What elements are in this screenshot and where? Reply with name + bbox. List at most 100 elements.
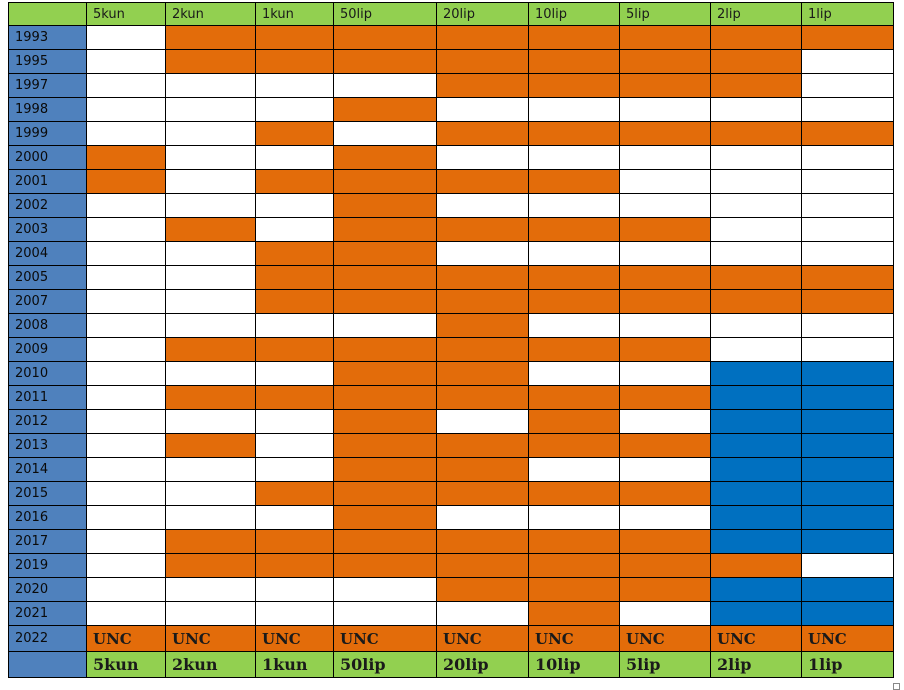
column-footer-5lip: 5lip [619, 651, 711, 678]
coin-cell-5kun-white [86, 505, 166, 530]
coin-cell-5kun-white [86, 193, 166, 218]
coin-cell-10lip-white [528, 505, 620, 530]
coin-cell-50lip-orange [333, 49, 437, 74]
coin-cell-1lip-white [801, 553, 894, 578]
coin-cell-1kun-white [255, 145, 334, 170]
coin-cell-5kun-white [86, 337, 166, 362]
coin-cell-20lip-orange [436, 73, 529, 98]
table-row: 2009 [8, 337, 894, 362]
coin-cell-50lip-orange [333, 505, 437, 530]
unc-cell: UNC [528, 625, 620, 652]
header-corner-cell [8, 2, 87, 26]
resize-handle[interactable] [893, 683, 900, 690]
year-cell: 2008 [8, 313, 87, 338]
coin-cell-5kun-white [86, 97, 166, 122]
coin-cell-50lip-orange [333, 481, 437, 506]
coin-cell-1kun-white [255, 457, 334, 482]
coin-cell-10lip-white [528, 241, 620, 266]
coin-cell-5kun-orange [86, 169, 166, 194]
coin-cell-2kun-white [165, 265, 256, 290]
coin-cell-1kun-white [255, 361, 334, 386]
coin-cell-5kun-white [86, 601, 166, 626]
coin-cell-2lip-white [710, 145, 802, 170]
year-cell: 2004 [8, 241, 87, 266]
coin-cell-1lip-blue [801, 433, 894, 458]
coin-cell-5lip-white [619, 241, 711, 266]
coin-cell-5lip-orange [619, 73, 711, 98]
coin-cell-5kun-white [86, 121, 166, 146]
coin-cell-5kun-white [86, 241, 166, 266]
coin-cell-2lip-white [710, 193, 802, 218]
coin-cell-2kun-white [165, 481, 256, 506]
coin-cell-1lip-white [801, 97, 894, 122]
coin-cell-5kun-white [86, 265, 166, 290]
coin-cell-2lip-blue [710, 433, 802, 458]
coin-cell-50lip-white [333, 313, 437, 338]
coin-cell-1kun-orange [255, 337, 334, 362]
table-row: 2011 [8, 385, 894, 410]
coin-cell-5kun-white [86, 289, 166, 314]
coin-cell-10lip-orange [528, 265, 620, 290]
coin-cell-50lip-white [333, 601, 437, 626]
unc-cell: UNC [86, 625, 166, 652]
column-footer-1kun: 1kun [255, 651, 334, 678]
coin-cell-1lip-blue [801, 601, 894, 626]
table-row: 2004 [8, 241, 894, 266]
coin-cell-1lip-white [801, 241, 894, 266]
column-header-50lip: 50lip [333, 2, 437, 26]
coin-cell-20lip-orange [436, 121, 529, 146]
coin-cell-10lip-orange [528, 25, 620, 50]
coin-cell-2kun-white [165, 145, 256, 170]
coin-cell-1lip-blue [801, 481, 894, 506]
coin-cell-20lip-white [436, 241, 529, 266]
coin-cell-5lip-orange [619, 577, 711, 602]
coin-cell-2kun-white [165, 457, 256, 482]
unc-cell: UNC [619, 625, 711, 652]
coin-cell-2kun-white [165, 409, 256, 434]
coin-cell-10lip-white [528, 193, 620, 218]
coin-cell-1kun-orange [255, 241, 334, 266]
coin-cell-2kun-orange [165, 25, 256, 50]
table-row: 1993 [8, 25, 894, 50]
coin-cell-5kun-white [86, 409, 166, 434]
coin-cell-1kun-orange [255, 25, 334, 50]
coin-cell-1kun-orange [255, 553, 334, 578]
coin-cell-20lip-orange [436, 289, 529, 314]
coin-cell-50lip-orange [333, 457, 437, 482]
unc-row: 2022 UNC UNC UNC UNC UNC UNC UNC UNC UNC [8, 625, 894, 652]
year-cell: 2009 [8, 337, 87, 362]
year-cell: 2013 [8, 433, 87, 458]
coin-cell-1kun-orange [255, 169, 334, 194]
coin-cell-5kun-orange [86, 145, 166, 170]
column-header-2kun: 2kun [165, 2, 256, 26]
coin-cell-10lip-orange [528, 409, 620, 434]
unc-cell: UNC [801, 625, 894, 652]
coin-cell-10lip-orange [528, 49, 620, 74]
coin-cell-2lip-white [710, 337, 802, 362]
coin-cell-2lip-orange [710, 265, 802, 290]
coin-cell-1kun-orange [255, 529, 334, 554]
coin-cell-50lip-white [333, 577, 437, 602]
coin-cell-5lip-orange [619, 265, 711, 290]
column-header-1kun: 1kun [255, 2, 334, 26]
coin-cell-20lip-orange [436, 169, 529, 194]
year-cell: 2020 [8, 577, 87, 602]
table-row: 2014 [8, 457, 894, 482]
unc-cell: UNC [333, 625, 437, 652]
coin-cell-1kun-orange [255, 481, 334, 506]
year-cell: 2015 [8, 481, 87, 506]
column-footer-5kun: 5kun [86, 651, 166, 678]
coin-cell-2kun-orange [165, 337, 256, 362]
coin-cell-10lip-white [528, 457, 620, 482]
column-footer-1lip: 1lip [801, 651, 894, 678]
coin-cell-1kun-orange [255, 385, 334, 410]
coin-cell-5lip-white [619, 505, 711, 530]
coin-cell-10lip-orange [528, 601, 620, 626]
coin-cell-2lip-white [710, 97, 802, 122]
table-row: 2016 [8, 505, 894, 530]
coin-cell-5lip-orange [619, 553, 711, 578]
coin-cell-10lip-orange [528, 577, 620, 602]
unc-cell: UNC [436, 625, 529, 652]
year-cell: 2007 [8, 289, 87, 314]
coin-cell-1lip-white [801, 193, 894, 218]
